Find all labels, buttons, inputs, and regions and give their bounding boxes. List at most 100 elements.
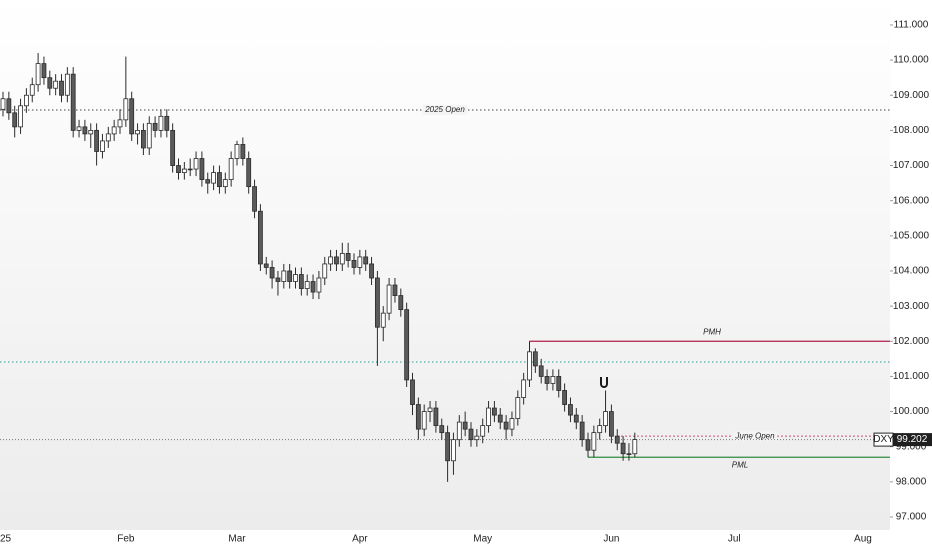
level-label-bg <box>732 431 778 442</box>
price-tag <box>893 433 932 447</box>
candle-body <box>217 172 222 188</box>
candle-body <box>263 263 269 268</box>
candle-body <box>76 126 82 131</box>
candle-body <box>176 165 181 173</box>
candle-body <box>18 105 23 128</box>
candle-body <box>152 122 158 131</box>
candle-body <box>451 439 456 462</box>
candle-body <box>527 351 532 381</box>
x-tick-label: 25 <box>0 534 12 545</box>
plot-background <box>0 0 890 530</box>
candle-body <box>117 119 123 128</box>
candle-body <box>281 270 287 282</box>
candle-body <box>521 379 527 398</box>
candle-body <box>550 376 556 384</box>
candle-body <box>439 425 445 434</box>
candle-body <box>410 379 415 405</box>
candle-body <box>129 98 135 135</box>
candle-body <box>386 284 392 314</box>
candle-body <box>357 256 363 268</box>
candle-body <box>211 172 217 184</box>
candle-body <box>544 376 550 384</box>
candle-body <box>304 281 310 289</box>
candle-body <box>293 274 298 282</box>
y-tick-label: 98.000 <box>896 476 927 487</box>
candle-body <box>603 411 608 427</box>
candle-body <box>585 439 591 451</box>
y-tick-label: 107.000 <box>893 160 930 171</box>
candle-body <box>445 432 451 462</box>
candle-body <box>415 404 421 430</box>
candle-body <box>47 77 53 89</box>
candle-body <box>6 98 12 114</box>
candle-body <box>579 421 585 441</box>
candle-body <box>456 421 462 441</box>
candle-body <box>609 411 614 437</box>
y-tick-label: 99.000 <box>896 441 927 452</box>
candle-body <box>257 210 263 265</box>
candle-body <box>532 351 538 367</box>
candle-body <box>23 94 29 107</box>
candle-body <box>193 158 199 170</box>
candle-body <box>59 80 64 96</box>
y-tick-label: 100.000 <box>893 406 930 417</box>
candle-body <box>0 98 6 110</box>
candle-body <box>146 122 152 149</box>
candle-body <box>205 179 211 184</box>
candle-body <box>345 253 351 261</box>
candle-body <box>626 453 632 455</box>
x-tick-label: Jun <box>603 534 619 545</box>
y-tick-label: 109.000 <box>893 90 930 101</box>
candle-body <box>556 376 562 391</box>
candle-body <box>462 421 468 430</box>
price-tag-label: 99.202 <box>897 434 928 445</box>
candle-body <box>228 158 234 180</box>
candle-body <box>491 407 497 416</box>
time-axis <box>0 530 890 550</box>
level-label: PML <box>732 460 748 469</box>
candle-body <box>421 411 427 430</box>
candle-body <box>70 73 76 131</box>
y-tick-label: 108.000 <box>893 125 930 136</box>
candle-body <box>35 63 41 86</box>
candle-body <box>503 421 509 430</box>
y-tick-label: 101.000 <box>893 371 930 382</box>
candle-body <box>181 168 187 173</box>
candle-body <box>252 186 257 212</box>
y-tick-label: 104.000 <box>893 266 930 277</box>
x-tick-label: Mar <box>228 534 246 545</box>
candle-body <box>105 133 111 142</box>
candle-body <box>339 253 345 265</box>
candle-body <box>573 414 579 423</box>
candle-body <box>398 295 404 311</box>
candle-body <box>287 270 293 282</box>
candle-body <box>298 274 304 289</box>
candle-body <box>275 277 281 282</box>
candle-body <box>486 407 491 427</box>
candle-body <box>316 277 322 293</box>
candle-body <box>123 98 129 121</box>
candle-body <box>468 428 474 441</box>
candle-body <box>94 129 99 152</box>
candle-body <box>620 442 626 455</box>
level-label: PMH <box>703 327 721 336</box>
level-label: 2025 Open <box>424 105 465 114</box>
candle-body <box>269 267 275 279</box>
candle-body <box>433 407 439 427</box>
candle-body <box>374 277 380 328</box>
candle-body <box>538 365 544 377</box>
symbol-label: DXY <box>873 434 894 445</box>
magnet-icon <box>600 377 608 388</box>
y-tick-label: 111.000 <box>894 20 929 31</box>
price-axis <box>890 0 932 550</box>
x-tick-label: Jul <box>728 534 741 545</box>
candle-body <box>222 179 228 188</box>
candle-body <box>199 158 205 180</box>
y-tick-label: 110.000 <box>893 55 929 66</box>
candle-body <box>328 256 334 265</box>
candle-body <box>334 256 339 265</box>
y-tick-label: 102.000 <box>893 336 930 347</box>
candle-body <box>404 309 410 381</box>
candle-body <box>29 84 35 96</box>
